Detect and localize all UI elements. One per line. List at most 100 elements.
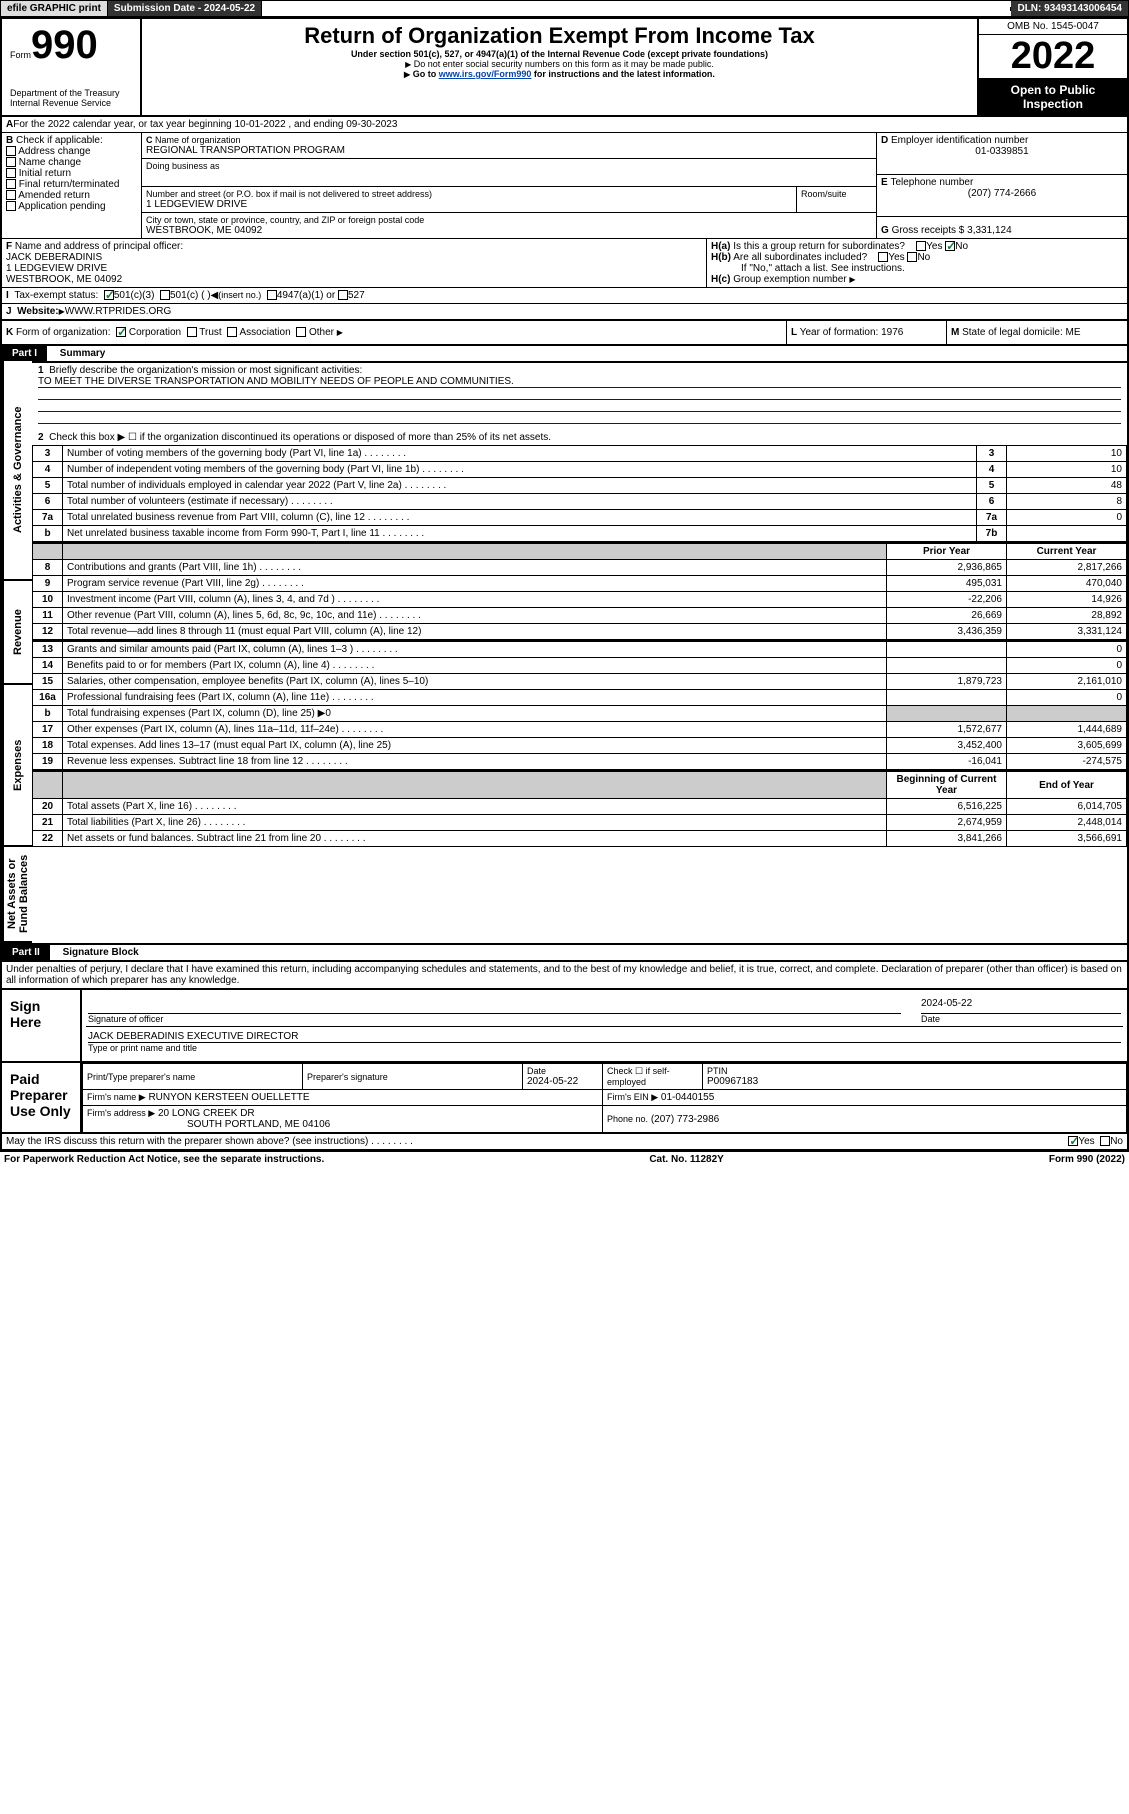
dln: DLN: 93493143006454 bbox=[1011, 1, 1128, 16]
dept-label: Department of the Treasury bbox=[10, 88, 132, 98]
dba-label: Doing business as bbox=[146, 161, 872, 171]
form-number: 990 bbox=[31, 23, 98, 67]
officer-label: Name and address of principal officer: bbox=[15, 241, 183, 252]
firm-name-label: Firm's name ▶ bbox=[87, 1092, 146, 1102]
ha-yes[interactable] bbox=[916, 241, 926, 251]
irs-discuss-no[interactable] bbox=[1100, 1136, 1110, 1146]
check-name-change[interactable] bbox=[6, 157, 16, 167]
check-501c3[interactable] bbox=[104, 290, 114, 300]
name-title-label: Type or print name and title bbox=[88, 1043, 1121, 1053]
form-header: Form990 Department of the Treasury Inter… bbox=[0, 17, 1129, 117]
org-name: REGIONAL TRANSPORTATION PROGRAM bbox=[146, 145, 872, 156]
irs-link[interactable]: www.irs.gov/Form990 bbox=[439, 69, 532, 79]
part2-header-row: Part II Signature Block bbox=[0, 945, 1129, 960]
governance-table: 3Number of voting members of the governi… bbox=[32, 445, 1127, 542]
firm-addr2: SOUTH PORTLAND, ME 04106 bbox=[87, 1119, 330, 1130]
sections-f-h: F Name and address of principal officer:… bbox=[0, 239, 1129, 288]
irs-label: Internal Revenue Service bbox=[10, 98, 132, 108]
sig-officer-label: Signature of officer bbox=[88, 1014, 901, 1024]
check-association[interactable] bbox=[227, 327, 237, 337]
firm-phone: (207) 773-2986 bbox=[651, 1114, 719, 1125]
prep-date-label: Date bbox=[527, 1066, 598, 1076]
check-527[interactable] bbox=[338, 290, 348, 300]
phone-value: (207) 774-2666 bbox=[881, 188, 1123, 199]
check-trust[interactable] bbox=[187, 327, 197, 337]
check-corporation[interactable] bbox=[116, 327, 126, 337]
irs-discuss-row: May the IRS discuss this return with the… bbox=[0, 1134, 1129, 1151]
check-application-pending[interactable] bbox=[6, 201, 16, 211]
section-a: A For the 2022 calendar year, or tax yea… bbox=[0, 117, 1129, 133]
check-501c[interactable] bbox=[160, 290, 170, 300]
form-ref: Form 990 (2022) bbox=[1049, 1154, 1125, 1165]
section-j: J Website: WWW.RTPRIDES.ORG bbox=[0, 304, 1129, 321]
side-governance: Activities & Governance bbox=[2, 361, 32, 581]
org-city: WESTBROOK, ME 04092 bbox=[146, 225, 872, 236]
paperwork-notice: For Paperwork Reduction Act Notice, see … bbox=[4, 1154, 324, 1165]
tax-year-line: For the 2022 calendar year, or tax year … bbox=[13, 119, 397, 130]
check-final-return[interactable] bbox=[6, 179, 16, 189]
expenses-table: 13Grants and similar amounts paid (Part … bbox=[32, 640, 1127, 770]
firm-addr1: 20 LONG CREEK DR bbox=[158, 1108, 255, 1119]
hc-label: Group exemption number bbox=[733, 274, 846, 285]
hb-label: Are all subordinates included? bbox=[733, 252, 867, 263]
year-formation-value: 1976 bbox=[881, 327, 903, 338]
part1-header-row: Part I Summary bbox=[0, 346, 1129, 361]
city-label: City or town, state or province, country… bbox=[146, 215, 872, 225]
officer-typed-name: JACK DEBERADINIS EXECUTIVE DIRECTOR bbox=[88, 1031, 1121, 1043]
section-i: I Tax-exempt status: 501(c)(3) 501(c) ( … bbox=[0, 288, 1129, 304]
sign-here-block: Sign Here Signature of officer 2024-05-2… bbox=[0, 988, 1129, 1063]
check-4947[interactable] bbox=[267, 290, 277, 300]
ptin-value: P00967183 bbox=[707, 1076, 1122, 1087]
hb-yes[interactable] bbox=[878, 252, 888, 262]
firm-phone-label: Phone no. bbox=[607, 1114, 648, 1124]
website-value: WWW.RTPRIDES.ORG bbox=[65, 306, 171, 317]
ha-label: Is this a group return for subordinates? bbox=[733, 241, 905, 252]
sign-here-label: Sign Here bbox=[2, 990, 82, 1061]
sections-k-l-m: K Form of organization: Corporation Trus… bbox=[0, 321, 1129, 346]
irs-discuss-yes[interactable] bbox=[1068, 1136, 1078, 1146]
form-title: Return of Organization Exempt From Incom… bbox=[146, 23, 973, 49]
officer-addr1: 1 LEDGEVIEW DRIVE bbox=[6, 263, 702, 274]
org-name-label: Name of organization bbox=[155, 135, 241, 145]
form-subtitle: Under section 501(c), 527, or 4947(a)(1)… bbox=[146, 49, 973, 59]
net-assets-table: Beginning of Current YearEnd of Year 20T… bbox=[32, 770, 1127, 847]
phone-label: Telephone number bbox=[890, 177, 973, 188]
efile-print-btn[interactable]: efile GRAPHIC print bbox=[1, 1, 108, 16]
website-label: Website: bbox=[17, 306, 59, 317]
officer-addr2: WESTBROOK, ME 04092 bbox=[6, 274, 702, 285]
sections-b-to-g: B Check if applicable: Address change Na… bbox=[0, 133, 1129, 239]
part2-badge: Part II bbox=[2, 945, 50, 960]
warn-ssn: Do not enter social security numbers on … bbox=[414, 59, 714, 69]
check-address-change[interactable] bbox=[6, 146, 16, 156]
check-initial-return[interactable] bbox=[6, 168, 16, 178]
side-expenses: Expenses bbox=[2, 685, 32, 847]
page-footer: For Paperwork Reduction Act Notice, see … bbox=[0, 1151, 1129, 1167]
open-public-badge: Open to Public Inspection bbox=[979, 79, 1127, 115]
penalty-statement: Under penalties of perjury, I declare th… bbox=[0, 960, 1129, 988]
mission-text: TO MEET THE DIVERSE TRANSPORTATION AND M… bbox=[38, 376, 514, 387]
gross-receipts-label: Gross receipts $ bbox=[892, 225, 965, 236]
warn-goto-pre: Go to bbox=[413, 69, 439, 79]
cat-number: Cat. No. 11282Y bbox=[649, 1154, 723, 1165]
omb-number: OMB No. 1545-0047 bbox=[979, 19, 1127, 35]
check-applicable-label: Check if applicable: bbox=[16, 135, 103, 146]
ha-no[interactable] bbox=[945, 241, 955, 251]
prep-name-label: Print/Type preparer's name bbox=[87, 1072, 298, 1082]
ein-label: Employer identification number bbox=[891, 135, 1028, 146]
side-net-assets: Net Assets or Fund Balances bbox=[2, 847, 32, 943]
state-domicile-label: State of legal domicile: bbox=[962, 327, 1063, 338]
check-amended-return[interactable] bbox=[6, 190, 16, 200]
tax-exempt-label: Tax-exempt status: bbox=[14, 290, 98, 301]
firm-ein: 01-0440155 bbox=[661, 1092, 714, 1103]
addr-label: Number and street (or P.O. box if mail i… bbox=[146, 189, 792, 199]
hb-note: If "No," attach a list. See instructions… bbox=[711, 263, 1123, 274]
check-other[interactable] bbox=[296, 327, 306, 337]
submission-date: Submission Date - 2024-05-22 bbox=[108, 1, 262, 16]
warn-goto-post: for instructions and the latest informat… bbox=[531, 69, 715, 79]
form-org-label: Form of organization: bbox=[16, 327, 111, 338]
gross-receipts-value: 3,331,124 bbox=[967, 225, 1012, 236]
ptin-label: PTIN bbox=[707, 1066, 1122, 1076]
hb-no[interactable] bbox=[907, 252, 917, 262]
prep-date: 2024-05-22 bbox=[527, 1076, 598, 1087]
org-address: 1 LEDGEVIEW DRIVE bbox=[146, 199, 792, 210]
